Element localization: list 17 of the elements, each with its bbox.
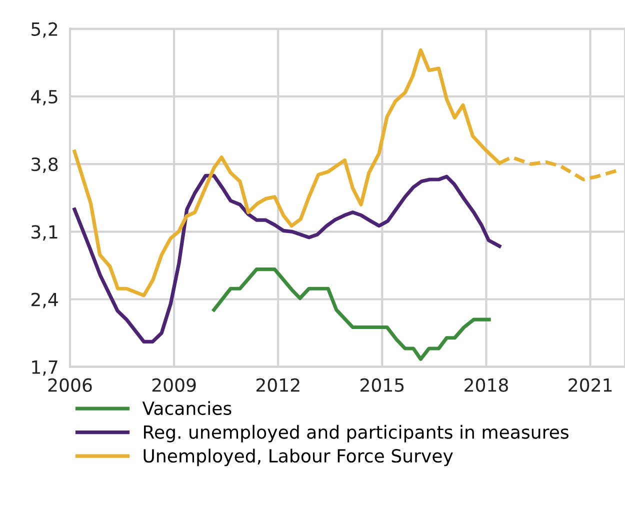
x-tick-label: 2012 <box>256 378 300 392</box>
x-tick-label: 2006 <box>48 378 92 392</box>
line-series <box>72 174 502 344</box>
y-tick-label: 5,2 <box>32 22 58 38</box>
y-tick-label: 3,1 <box>32 225 58 241</box>
y-tick-label: 4,5 <box>31 90 58 106</box>
line-series <box>212 268 491 361</box>
legend-label: Vacancies <box>142 401 232 416</box>
y-tick-label: 2,4 <box>32 292 58 308</box>
y-tick-label: 1,7 <box>32 360 58 376</box>
x-tick-label: 2015 <box>360 378 404 392</box>
legend-label: Unemployed, Labour Force Survey <box>144 448 453 466</box>
x-tick-label: 2018 <box>464 378 508 392</box>
legend-label: Reg. unemployed and participants in measures <box>144 424 568 442</box>
x-tick-label: 2009 <box>152 378 196 392</box>
y-tick-label: 3,8 <box>32 158 58 174</box>
x-tick-label: 2021 <box>568 378 612 392</box>
